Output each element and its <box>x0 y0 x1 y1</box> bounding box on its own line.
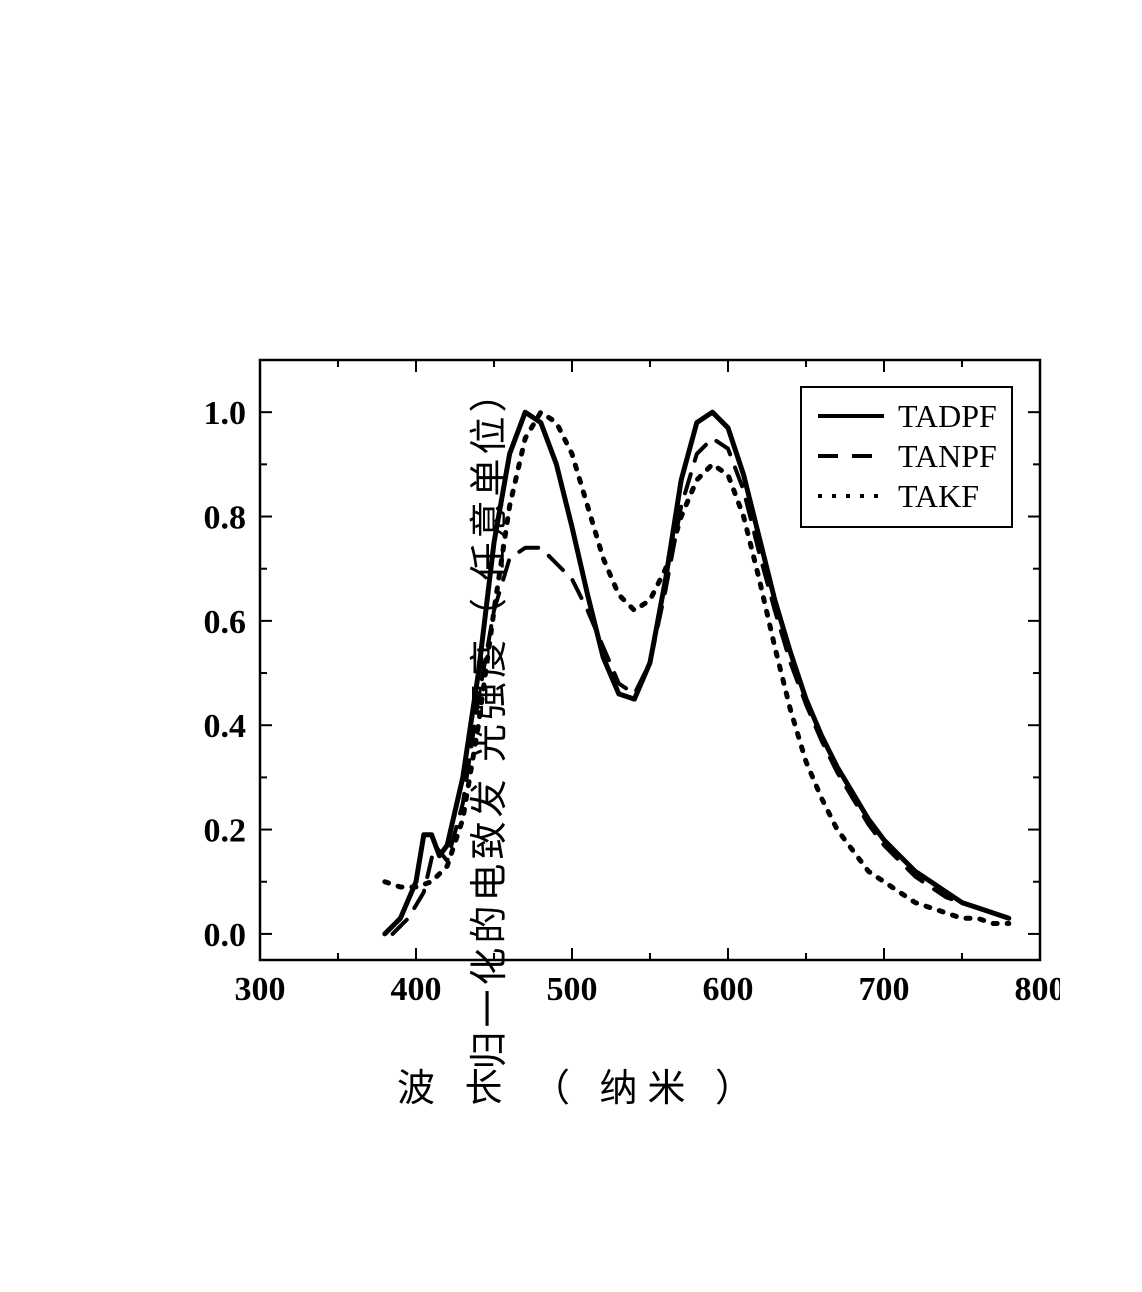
legend-label: TANPF <box>898 438 997 475</box>
y-axis-label: 归一化的电致发 光强度（ 任意单位） <box>458 370 513 1069</box>
legend-label: TADPF <box>898 398 997 435</box>
legend-entry-TAKF: TAKF <box>816 476 997 516</box>
svg-text:400: 400 <box>391 971 442 1008</box>
svg-text:0.0: 0.0 <box>204 917 247 954</box>
svg-text:700: 700 <box>859 971 910 1008</box>
svg-text:300: 300 <box>235 971 286 1008</box>
svg-text:500: 500 <box>547 971 598 1008</box>
svg-text:0.8: 0.8 <box>204 500 247 537</box>
page: 归一化的电致发 光强度（ 任意单位） 300 400 500 600 700 800 0.0… <box>0 0 1142 1292</box>
chart-container: 归一化的电致发 光强度（ 任意单位） 300 400 500 600 700 800 0.0… <box>100 340 1060 1100</box>
svg-text:0.2: 0.2 <box>204 813 247 850</box>
legend: TADPFTANPFTAKF <box>800 386 1013 528</box>
legend-entry-TADPF: TADPF <box>816 396 997 436</box>
svg-text:800: 800 <box>1015 971 1061 1008</box>
legend-swatch <box>816 406 886 426</box>
legend-entry-TANPF: TANPF <box>816 436 997 476</box>
svg-text:0.6: 0.6 <box>204 604 247 641</box>
x-axis-label: 波 长 （ 纳米 ） <box>397 1057 763 1112</box>
svg-text:600: 600 <box>703 971 754 1008</box>
svg-text:1.0: 1.0 <box>204 395 247 432</box>
svg-text:0.4: 0.4 <box>204 708 247 745</box>
legend-swatch <box>816 486 886 506</box>
legend-swatch <box>816 446 886 466</box>
legend-label: TAKF <box>898 478 979 515</box>
